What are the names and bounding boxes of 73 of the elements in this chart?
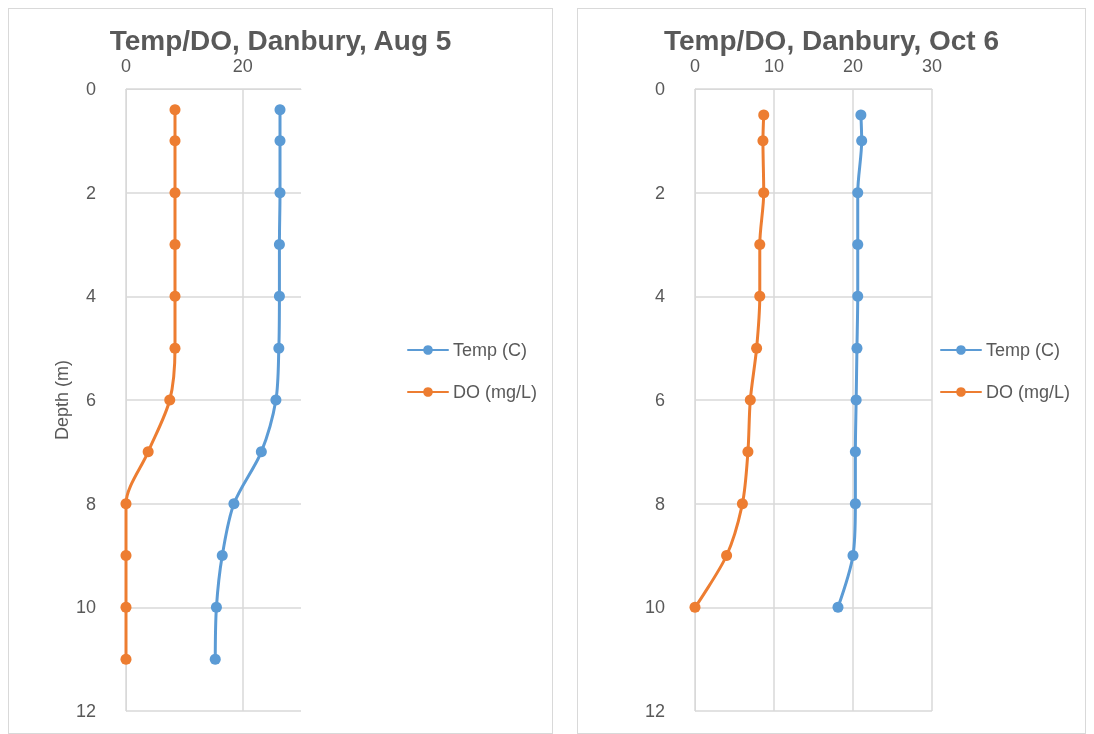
y-tick-label: 8 <box>85 493 96 514</box>
point <box>847 550 859 561</box>
legend-label: DO (mg/L) <box>985 382 1071 402</box>
point <box>851 342 863 354</box>
point <box>721 550 733 561</box>
point <box>852 187 864 199</box>
x-tick-label: 20 <box>232 56 253 76</box>
y-tick-label: 6 <box>654 390 665 410</box>
point <box>832 601 844 613</box>
point <box>274 187 286 199</box>
chart-title: Temp/DO, Danbury, Aug 5 <box>109 24 452 56</box>
point <box>169 290 181 302</box>
point <box>169 342 181 354</box>
point <box>852 290 864 302</box>
point <box>751 342 763 354</box>
point <box>274 135 286 147</box>
y-axis-title: Depth (m) <box>52 359 72 441</box>
point <box>849 498 861 510</box>
x-tick-label: 10 <box>763 56 785 76</box>
x-tick-label: 20 <box>842 56 864 76</box>
y-tick-label: 0 <box>654 79 665 99</box>
point <box>169 239 181 250</box>
point <box>758 187 770 199</box>
point <box>216 550 228 561</box>
y-tick-label: 2 <box>654 182 665 203</box>
y-tick-label: 0 <box>85 79 96 99</box>
point <box>274 104 286 116</box>
point <box>273 342 285 354</box>
y-tick-label: 6 <box>85 390 96 410</box>
x-tick-label: 0 <box>120 56 132 76</box>
point <box>855 109 867 121</box>
y-tick-label: 10 <box>644 597 665 618</box>
y-tick-label: 2 <box>85 182 96 203</box>
y-tick-label: 8 <box>654 493 665 514</box>
point <box>754 239 766 250</box>
point <box>210 601 222 613</box>
point <box>164 394 176 406</box>
point <box>120 550 132 561</box>
point <box>120 653 132 665</box>
point <box>142 446 154 458</box>
point <box>228 498 240 510</box>
x-tick-label: 0 <box>689 56 701 76</box>
point <box>169 135 181 147</box>
y-tick-label: 4 <box>654 286 665 307</box>
point <box>120 498 132 510</box>
point <box>852 239 864 250</box>
legend-label: Temp (C) <box>452 340 528 360</box>
y-tick-label: 4 <box>85 286 96 307</box>
point <box>850 394 862 406</box>
point <box>273 290 285 302</box>
point <box>754 290 766 302</box>
x-tick-label: 30 <box>921 56 943 76</box>
point <box>270 394 282 406</box>
y-tick-label: 12 <box>644 701 665 721</box>
point <box>120 601 132 613</box>
legend-label: Temp (C) <box>985 340 1061 360</box>
legend-label: DO (mg/L) <box>452 382 538 402</box>
y-tick-label: 10 <box>75 597 96 618</box>
chart-title: Temp/DO, Danbury, Oct 6 <box>663 24 1000 56</box>
point <box>742 446 754 458</box>
point <box>736 498 748 510</box>
y-tick-label: 12 <box>75 701 96 721</box>
point <box>273 239 285 250</box>
point <box>849 446 861 458</box>
point <box>856 135 868 147</box>
point <box>744 394 756 406</box>
point <box>758 109 770 121</box>
point <box>169 187 181 199</box>
point <box>209 653 221 665</box>
point <box>689 601 701 613</box>
point <box>255 446 267 458</box>
point <box>757 135 769 147</box>
point <box>169 104 181 116</box>
